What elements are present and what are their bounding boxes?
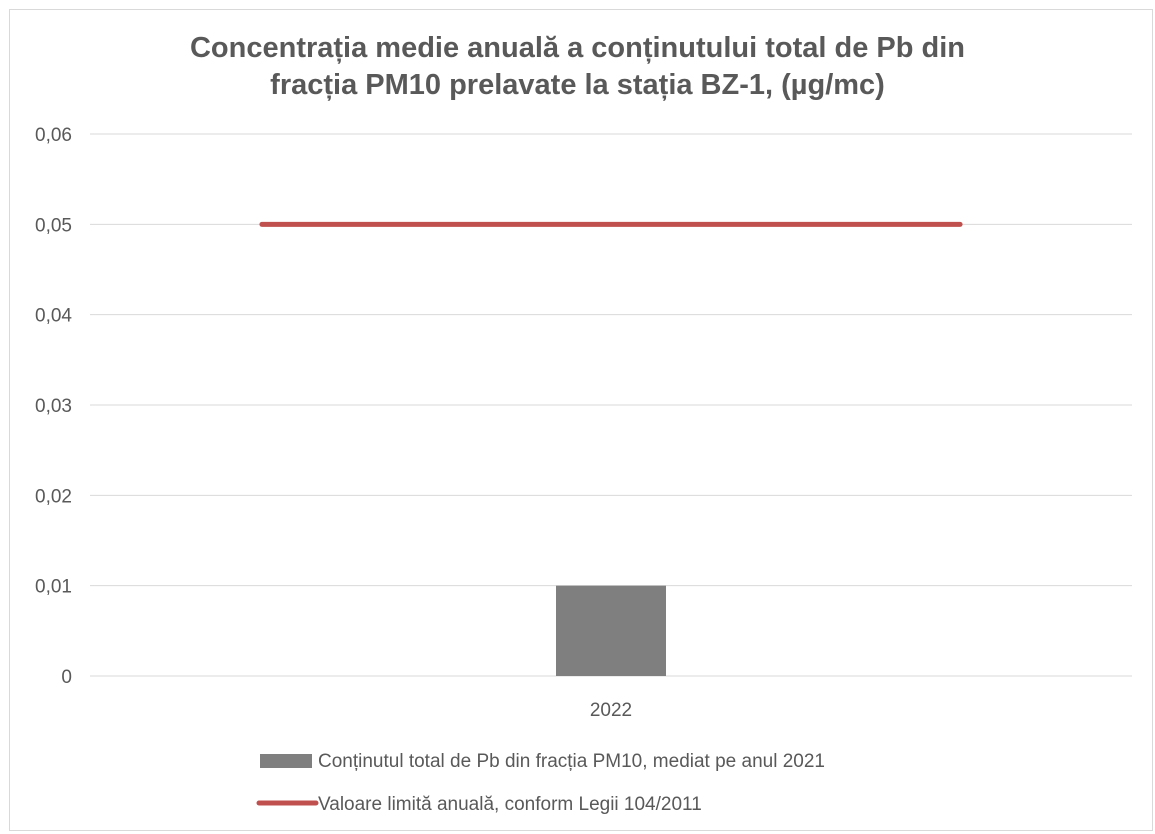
legend-swatch-bar (260, 754, 312, 768)
legend-label-bar: Conținutul total de Pb din fracția PM10,… (318, 751, 825, 772)
x-tick-label: 2022 (590, 700, 632, 721)
y-tick-label: 0,03 (35, 396, 72, 417)
y-tick-label: 0,04 (35, 306, 72, 327)
legend-label-line: Valoare limită anuală, conform Legii 104… (318, 794, 702, 815)
chart-frame (9, 9, 1153, 831)
legend: Conținutul total de Pb din fracția PM10,… (256, 751, 825, 815)
bar (556, 585, 666, 676)
y-tick-label: 0,01 (35, 577, 72, 598)
y-tick-label: 0,05 (35, 215, 72, 236)
chart-title-line-1: Concentrația medie anuală a conținutului… (189, 32, 966, 64)
y-axis-ticks: 0 0,01 0,02 0,03 0,04 0,05 0,06 (35, 125, 72, 688)
y-tick-label: 0,02 (35, 486, 72, 507)
y-tick-label: 0 (61, 667, 72, 688)
bar-series (556, 585, 666, 676)
x-axis-ticks: 2022 (590, 700, 632, 721)
chart-title: Concentrația medie anuală a conținutului… (0, 30, 1155, 104)
y-tick-label: 0,06 (35, 125, 72, 146)
chart-title-line-2: fracția PM10 prelavate la stația BZ-1, (… (270, 69, 885, 101)
